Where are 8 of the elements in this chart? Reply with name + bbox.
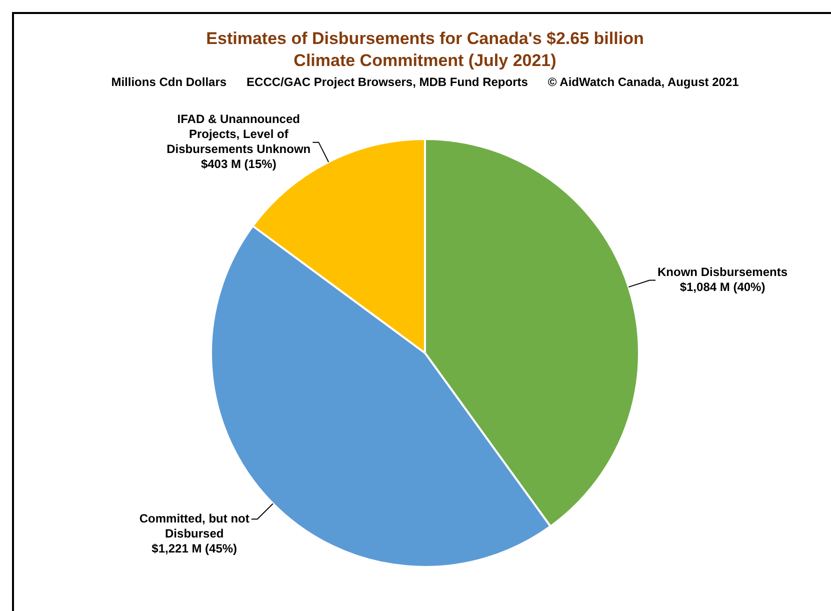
slice-label: IFAD & Unannounced Projects, Level of Disbursements Unknown [166,112,311,156]
chart-title: Estimates of Disbursements for Canada's $2.65 billion Climate Commitment (July 2021) [205,28,645,72]
slice-label: Committed, but not Disbursed [139,511,250,540]
data-label: $1,084 M (40%) [680,280,766,294]
slice-label: Known Disbursements [658,265,788,280]
chart-subtitle: Millions Cdn Dollars ECCC/GAC Project Browsers, MDB Fund Reports © AidWatch Canada, August 2021 [110,75,740,89]
data-label: $403 M (15%) [200,157,276,172]
data-label: $1,221 M (45%) [152,541,238,556]
